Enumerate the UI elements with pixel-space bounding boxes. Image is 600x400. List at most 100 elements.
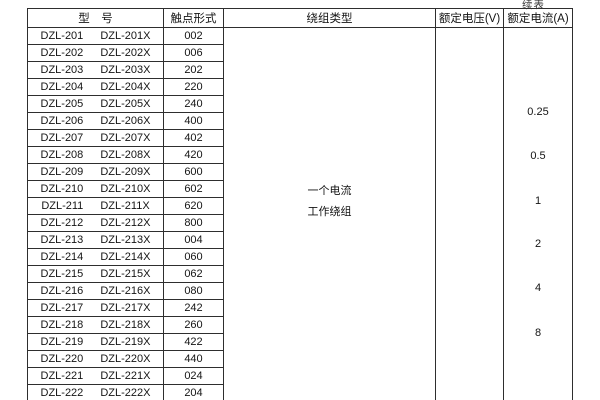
contact-form-cell: 602 <box>163 180 224 198</box>
header-contact-form: 触点形式 <box>163 8 224 28</box>
contact-form-cell: 400 <box>163 112 224 130</box>
model-number-x: DZL-218X <box>100 319 151 331</box>
model-cell: DZL-217 DZL-217X <box>27 299 164 317</box>
table-row: DZL-205 DZL-205X 240 <box>27 95 573 113</box>
table-row: DZL-208 DZL-208X 420 <box>27 146 573 164</box>
model-cell: DZL-214 DZL-214X <box>27 248 164 266</box>
model-number-x: DZL-208X <box>100 149 151 161</box>
model-cell: DZL-201 DZL-201X <box>27 27 164 45</box>
table-row: DZL-209 DZL-209X 600 <box>27 163 573 181</box>
model-number-x: DZL-206X <box>100 115 151 127</box>
model-number-x: DZL-210X <box>100 183 151 195</box>
model-number: DZL-211 <box>41 200 84 212</box>
model-number-x: DZL-219X <box>100 336 151 348</box>
table-row: DZL-222 DZL-222X 204 <box>27 384 573 400</box>
model-number-x: DZL-205X <box>100 98 151 110</box>
rated-current-value: 8 <box>534 327 542 339</box>
model-cell: DZL-221 DZL-221X <box>27 367 164 385</box>
model-number-x: DZL-207X <box>100 132 151 144</box>
model-cell: DZL-211 DZL-211X <box>27 197 164 215</box>
rated-current-value: 0.5 <box>530 150 546 162</box>
model-number-x: DZL-221X <box>100 370 151 382</box>
model-number-x: DZL-215X <box>100 268 151 280</box>
model-number: DZL-206 <box>40 115 84 127</box>
contact-form-cell: 260 <box>163 316 224 334</box>
model-cell: DZL-213 DZL-213X <box>27 231 164 249</box>
contact-form-cell: 002 <box>163 27 224 45</box>
model-cell: DZL-220 DZL-220X <box>27 350 164 368</box>
header-rated-current: 额定电流(A) <box>503 8 573 28</box>
rated-voltage-cell <box>435 27 504 400</box>
model-number-x: DZL-213X <box>100 234 151 246</box>
table-row: DZL-212 DZL-212X 800 <box>27 214 573 232</box>
model-cell: DZL-219 DZL-219X <box>27 333 164 351</box>
contact-form-cell: 422 <box>163 333 224 351</box>
header-winding-type: 绕组类型 <box>223 8 436 28</box>
contact-form-cell: 080 <box>163 282 224 300</box>
model-cell: DZL-222 DZL-222X <box>27 384 164 400</box>
model-number: DZL-203 <box>40 64 84 76</box>
model-cell: DZL-206 DZL-206X <box>27 112 164 130</box>
model-number-x: DZL-220X <box>100 353 151 365</box>
table-row: DZL-214 DZL-214X 060 <box>27 248 573 266</box>
contact-form-cell: 006 <box>163 44 224 62</box>
contact-form-cell: 024 <box>163 367 224 385</box>
model-cell: DZL-208 DZL-208X <box>27 146 164 164</box>
model-number: DZL-209 <box>40 166 84 178</box>
spec-table: 型 号 触点形式 绕组类型 额定电压(V) 额定电流(A) DZL-201 DZ… <box>27 8 573 400</box>
model-number-x: DZL-217X <box>100 302 151 314</box>
model-number-x: DZL-209X <box>100 166 151 178</box>
continued-table-label: 续表 <box>522 0 545 11</box>
model-number-x: DZL-204X <box>100 81 151 93</box>
model-number-x: DZL-201X <box>100 30 151 42</box>
contact-form-cell: 060 <box>163 248 224 266</box>
model-number: DZL-212 <box>40 217 84 229</box>
contact-form-cell: 062 <box>163 265 224 283</box>
model-cell: DZL-216 DZL-216X <box>27 282 164 300</box>
rated-current-value: 4 <box>534 282 542 294</box>
model-number-x: DZL-212X <box>100 217 151 229</box>
winding-type-line: 工作绕组 <box>307 206 352 218</box>
model-number: DZL-201 <box>40 30 84 42</box>
model-number-x: DZL-211X <box>100 200 150 212</box>
contact-form-cell: 202 <box>163 61 224 79</box>
table-row: DZL-211 DZL-211X 620 <box>27 197 573 215</box>
header-model: 型 号 <box>27 8 164 28</box>
rated-current-value: 0.25 <box>527 106 549 118</box>
header-rated-voltage: 额定电压(V) <box>435 8 504 28</box>
model-cell: DZL-207 DZL-207X <box>27 129 164 147</box>
table-row: DZL-217 DZL-217X 242 <box>27 299 573 317</box>
rated-current-cell: 0.25 0.5 1 2 4 8 <box>503 27 573 400</box>
header-row: 型 号 触点形式 绕组类型 额定电压(V) 额定电流(A) <box>27 8 573 28</box>
table-row: DZL-218 DZL-218X 260 <box>27 316 573 334</box>
model-number: DZL-214 <box>40 251 84 263</box>
table-row: DZL-202 DZL-202X 006 <box>27 44 573 62</box>
winding-type-line: 一个电流 <box>307 185 352 197</box>
model-number: DZL-207 <box>40 132 84 144</box>
contact-form-cell: 240 <box>163 95 224 113</box>
model-cell: DZL-209 DZL-209X <box>27 163 164 181</box>
model-cell: DZL-212 DZL-212X <box>27 214 164 232</box>
model-number: DZL-221 <box>40 370 84 382</box>
model-cell: DZL-204 DZL-204X <box>27 78 164 96</box>
model-cell: DZL-205 DZL-205X <box>27 95 164 113</box>
model-number: DZL-215 <box>40 268 84 280</box>
model-number: DZL-217 <box>40 302 84 314</box>
table-row: DZL-219 DZL-219X 422 <box>27 333 573 351</box>
model-number: DZL-222 <box>40 387 84 399</box>
table-row: DZL-215 DZL-215X 062 <box>27 265 573 283</box>
winding-type-text: 一个电流 工作绕组 <box>225 181 435 223</box>
table-row: DZL-221 DZL-221X 024 <box>27 367 573 385</box>
model-cell: DZL-210 DZL-210X <box>27 180 164 198</box>
model-number: DZL-202 <box>40 47 84 59</box>
model-number-x: DZL-222X <box>100 387 151 399</box>
contact-form-cell: 600 <box>163 163 224 181</box>
table-row: DZL-203 DZL-203X 202 <box>27 61 573 79</box>
contact-form-cell: 220 <box>163 78 224 96</box>
model-number: DZL-220 <box>40 353 84 365</box>
contact-form-cell: 242 <box>163 299 224 317</box>
model-number: DZL-204 <box>40 81 84 93</box>
model-number-x: DZL-202X <box>100 47 151 59</box>
model-number: DZL-208 <box>40 149 84 161</box>
